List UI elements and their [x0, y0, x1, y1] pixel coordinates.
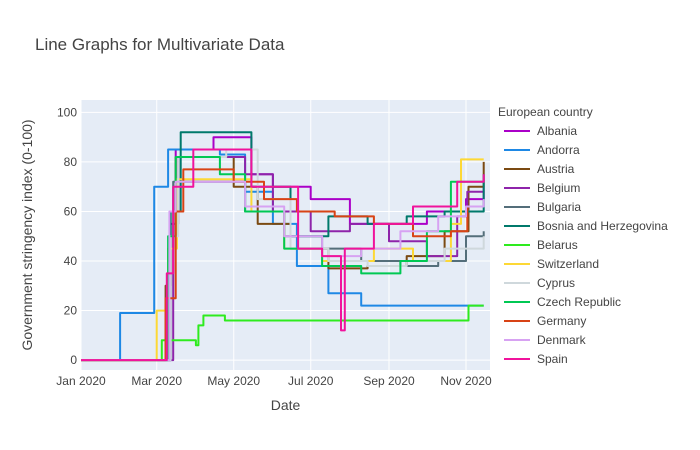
y-tick-label: 80	[64, 155, 78, 169]
x-axis-title: Date	[271, 397, 301, 413]
gridlines	[80, 100, 490, 370]
y-tick-label: 20	[64, 304, 78, 318]
series-line	[81, 304, 484, 362]
legend-label: Germany	[537, 314, 586, 328]
series-line	[81, 148, 485, 362]
plot-background	[81, 100, 490, 370]
y-axis-title: Government stringency index (0-100)	[19, 119, 35, 350]
series-lines	[81, 131, 485, 362]
legend-label: Denmark	[537, 333, 587, 347]
legend-items: Albania Andorra Austria Belgium Bulgaria Bosn…	[504, 124, 668, 366]
legend-label: Czech Republic	[537, 295, 621, 309]
chart-title: Line Graphs for Multivariate Data	[35, 35, 285, 54]
series-line	[81, 168, 484, 362]
x-tick-label: May 2020	[207, 374, 260, 388]
legend-label: Belgium	[537, 181, 580, 195]
legend-label: Albania	[537, 124, 577, 138]
x-tick-label: Sep 2020	[363, 374, 415, 388]
legend-label: Austria	[537, 162, 575, 176]
legend: European country Albania Andorra Austria Be…	[498, 105, 668, 366]
legend-label: Cyprus	[537, 276, 575, 290]
x-axis-ticks: Jan 2020 Mar 2020 May 2020 Jul 2020 Sep 2020…	[56, 374, 492, 388]
legend-label: Andorra	[537, 143, 580, 157]
x-tick-label: Nov 2020	[440, 374, 492, 388]
legend-title: European country	[498, 105, 593, 119]
y-tick-label: 100	[57, 105, 77, 119]
y-tick-label: 60	[64, 204, 78, 218]
y-axis-ticks: 0 20 40 60 80 100	[57, 105, 77, 367]
series-line	[81, 148, 484, 362]
legend-label: Switzerland	[537, 257, 599, 271]
y-tick-label: 0	[70, 353, 77, 367]
legend-label: Spain	[537, 352, 568, 366]
legend-label: Bulgaria	[537, 200, 581, 214]
x-tick-label: Jul 2020	[288, 374, 334, 388]
y-tick-label: 40	[64, 254, 78, 268]
x-tick-label: Jan 2020	[56, 374, 106, 388]
legend-label: Bosnia and Herzegovina	[537, 219, 668, 233]
x-tick-label: Mar 2020	[131, 374, 182, 388]
legend-label: Belarus	[537, 238, 578, 252]
